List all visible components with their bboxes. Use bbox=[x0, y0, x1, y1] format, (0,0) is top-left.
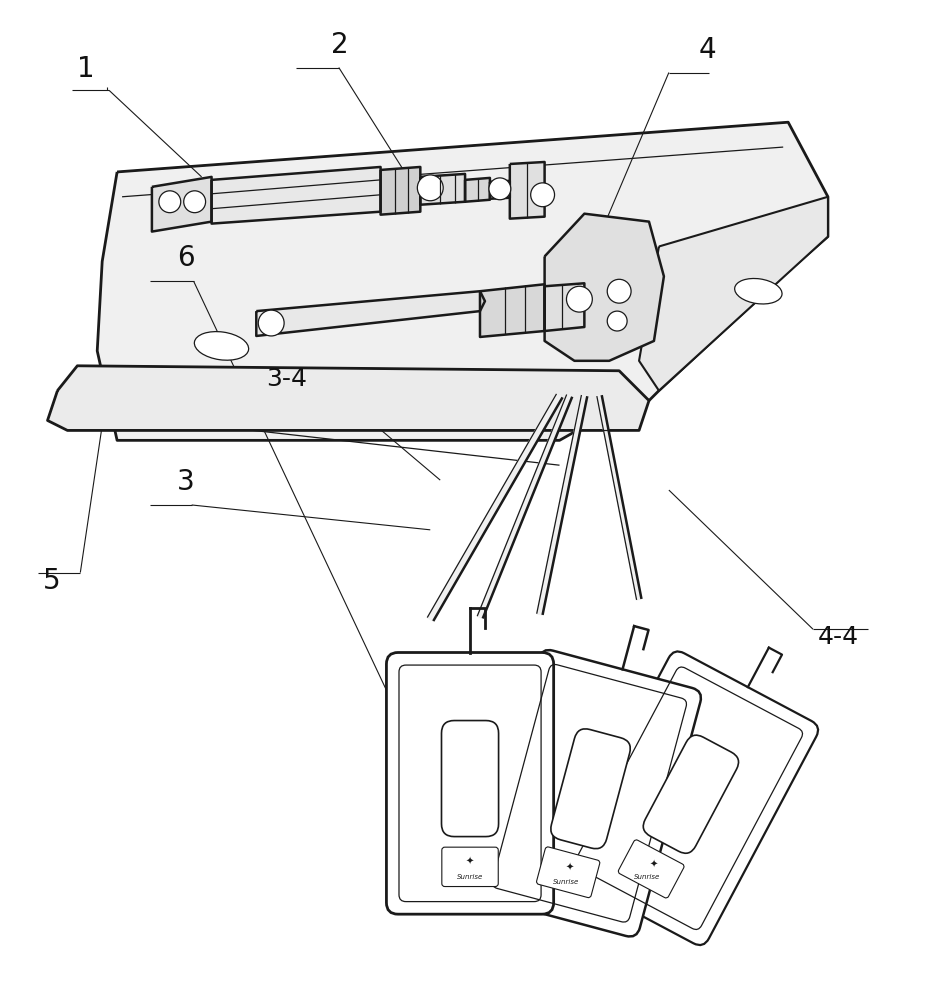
Text: 2: 2 bbox=[330, 31, 348, 59]
FancyBboxPatch shape bbox=[441, 721, 498, 837]
Polygon shape bbox=[151, 177, 211, 232]
Polygon shape bbox=[544, 214, 664, 361]
FancyBboxPatch shape bbox=[477, 650, 701, 937]
Polygon shape bbox=[426, 394, 562, 621]
Text: ✦: ✦ bbox=[648, 860, 657, 870]
Polygon shape bbox=[380, 167, 420, 215]
Text: 5: 5 bbox=[43, 567, 60, 595]
Polygon shape bbox=[509, 162, 544, 219]
FancyBboxPatch shape bbox=[442, 847, 498, 887]
Circle shape bbox=[565, 286, 592, 312]
Circle shape bbox=[258, 310, 284, 336]
FancyBboxPatch shape bbox=[536, 847, 599, 898]
Polygon shape bbox=[544, 283, 584, 331]
Text: ✦: ✦ bbox=[466, 857, 473, 867]
Polygon shape bbox=[596, 395, 641, 600]
FancyBboxPatch shape bbox=[550, 729, 629, 849]
Text: Sunrise: Sunrise bbox=[456, 874, 483, 880]
FancyBboxPatch shape bbox=[618, 840, 684, 898]
FancyBboxPatch shape bbox=[643, 735, 738, 853]
Text: ✦: ✦ bbox=[565, 863, 573, 873]
Circle shape bbox=[530, 183, 554, 207]
Polygon shape bbox=[97, 122, 827, 440]
Polygon shape bbox=[256, 291, 485, 336]
Circle shape bbox=[606, 279, 630, 303]
Circle shape bbox=[159, 191, 181, 213]
Polygon shape bbox=[536, 395, 586, 615]
FancyBboxPatch shape bbox=[559, 651, 817, 945]
Polygon shape bbox=[477, 394, 571, 618]
Circle shape bbox=[488, 178, 510, 200]
Text: 6: 6 bbox=[176, 244, 194, 272]
Polygon shape bbox=[489, 181, 509, 199]
Text: 1: 1 bbox=[77, 55, 95, 83]
Text: 4-4: 4-4 bbox=[817, 625, 858, 649]
Circle shape bbox=[606, 311, 626, 331]
Polygon shape bbox=[420, 174, 465, 205]
FancyBboxPatch shape bbox=[386, 653, 553, 914]
Polygon shape bbox=[48, 366, 648, 430]
Circle shape bbox=[184, 191, 206, 213]
Text: Sunrise: Sunrise bbox=[633, 874, 659, 880]
Text: 4: 4 bbox=[698, 36, 716, 64]
Text: 3-4: 3-4 bbox=[266, 367, 307, 391]
Text: 3: 3 bbox=[176, 468, 194, 496]
Circle shape bbox=[417, 175, 443, 201]
Text: Sunrise: Sunrise bbox=[552, 879, 578, 885]
Polygon shape bbox=[639, 197, 827, 391]
Polygon shape bbox=[465, 178, 489, 202]
Polygon shape bbox=[211, 167, 380, 224]
Ellipse shape bbox=[194, 332, 248, 360]
Ellipse shape bbox=[734, 278, 782, 304]
Polygon shape bbox=[480, 284, 544, 337]
